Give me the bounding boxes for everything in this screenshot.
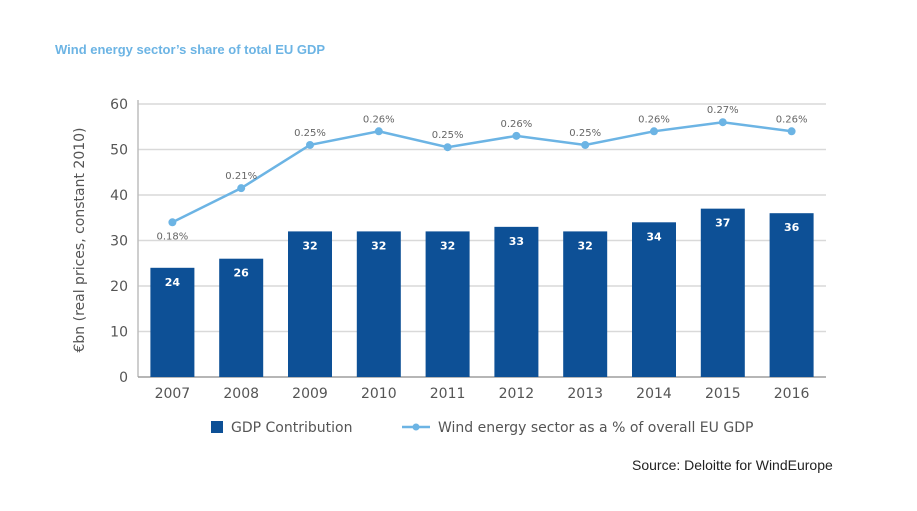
- bar-value-label: 33: [509, 235, 524, 248]
- x-tick-label: 2011: [430, 386, 466, 402]
- line-value-label: 0.25%: [294, 128, 326, 139]
- line-point-2014: [650, 127, 658, 136]
- line-point-2015: [718, 118, 727, 127]
- y-tick-label: 60: [110, 97, 128, 113]
- legend-label-gdp: GDP Contribution: [231, 420, 352, 436]
- bar-value-label: 26: [234, 267, 250, 280]
- line-value-label: 0.26%: [776, 114, 808, 125]
- y-tick-label: 20: [110, 279, 128, 295]
- legend: GDP Contribution Wind energy sector as a…: [211, 420, 753, 436]
- line-series: 0.18% 0.21% 0.25% 0.26% 0.25% 0.26% 0.25% 0.26%…: [157, 105, 808, 242]
- line-point-2012: [512, 131, 521, 140]
- x-axis: 2007 2008 2009 2010 2011 2012 2013 2014 2015 2016: [155, 386, 810, 402]
- line-value-label: 0.18%: [157, 231, 189, 242]
- line-value-label: 0.25%: [432, 130, 464, 141]
- bar-value-label: 36: [784, 221, 800, 234]
- y-axis: 0 10 20 30 40 50 60: [110, 97, 826, 386]
- x-tick-label: 2016: [774, 386, 810, 402]
- line-point-2009: [306, 140, 314, 149]
- x-tick-label: 2008: [223, 386, 259, 402]
- x-tick-label: 2014: [636, 386, 672, 402]
- bar-value-label: 24: [165, 276, 181, 289]
- line-point-2008: [237, 184, 246, 193]
- bar-2007: [150, 267, 195, 377]
- line-value-label: 0.27%: [707, 105, 739, 116]
- bar-value-label: 32: [302, 239, 317, 252]
- y-tick-label: 50: [110, 143, 128, 159]
- legend-swatch-marker: [412, 423, 420, 431]
- y-tick-label: 0: [119, 370, 128, 386]
- line-point-2010: [374, 127, 383, 136]
- bar-2012: [494, 226, 539, 377]
- bar-2009: [288, 231, 332, 377]
- line-value-label: 0.25%: [569, 128, 601, 139]
- bar-2010: [356, 231, 401, 377]
- bar-value-label: 34: [646, 230, 662, 243]
- bar-2008: [219, 258, 264, 377]
- x-tick-label: 2010: [361, 386, 397, 402]
- bars: 24 26 32 32 32 33 32 34 37 36: [150, 208, 814, 377]
- bar-value-label: 32: [578, 239, 593, 252]
- line-path: [171, 120, 792, 224]
- bar-2015: [700, 208, 745, 377]
- line-point-2016: [787, 127, 796, 136]
- line-point-2007: [168, 218, 177, 227]
- line-value-label: 0.26%: [638, 114, 670, 125]
- y-tick-label: 30: [110, 234, 128, 250]
- chart-title: Wind energy sector’s share of total EU G…: [55, 42, 326, 57]
- line-value-label: 0.21%: [225, 171, 257, 182]
- y-axis-label: €bn (real prices, constant 2010): [72, 128, 88, 353]
- x-tick-label: 2015: [705, 386, 741, 402]
- bar-value-label: 32: [440, 239, 455, 252]
- x-tick-label: 2013: [567, 386, 603, 402]
- bar-2011: [425, 231, 470, 377]
- line-point-2013: [581, 140, 590, 149]
- x-tick-label: 2012: [499, 386, 535, 402]
- bar-2014: [632, 222, 676, 377]
- y-tick-label: 10: [110, 325, 128, 341]
- bar-value-label: 32: [371, 239, 386, 252]
- legend-label-line: Wind energy sector as a % of overall EU …: [438, 420, 753, 436]
- bar-2013: [563, 231, 608, 377]
- source-note: Source: Deloitte for WindEurope: [632, 457, 833, 473]
- legend-swatch-gdp: [211, 421, 223, 433]
- bar-value-label: 37: [715, 217, 730, 230]
- x-tick-label: 2009: [292, 386, 328, 402]
- bar-2016: [769, 213, 814, 377]
- y-tick-label: 40: [110, 188, 128, 204]
- line-value-label: 0.26%: [501, 119, 533, 130]
- line-value-label: 0.26%: [363, 114, 395, 125]
- line-point-2011: [443, 143, 452, 152]
- x-tick-label: 2007: [155, 386, 191, 402]
